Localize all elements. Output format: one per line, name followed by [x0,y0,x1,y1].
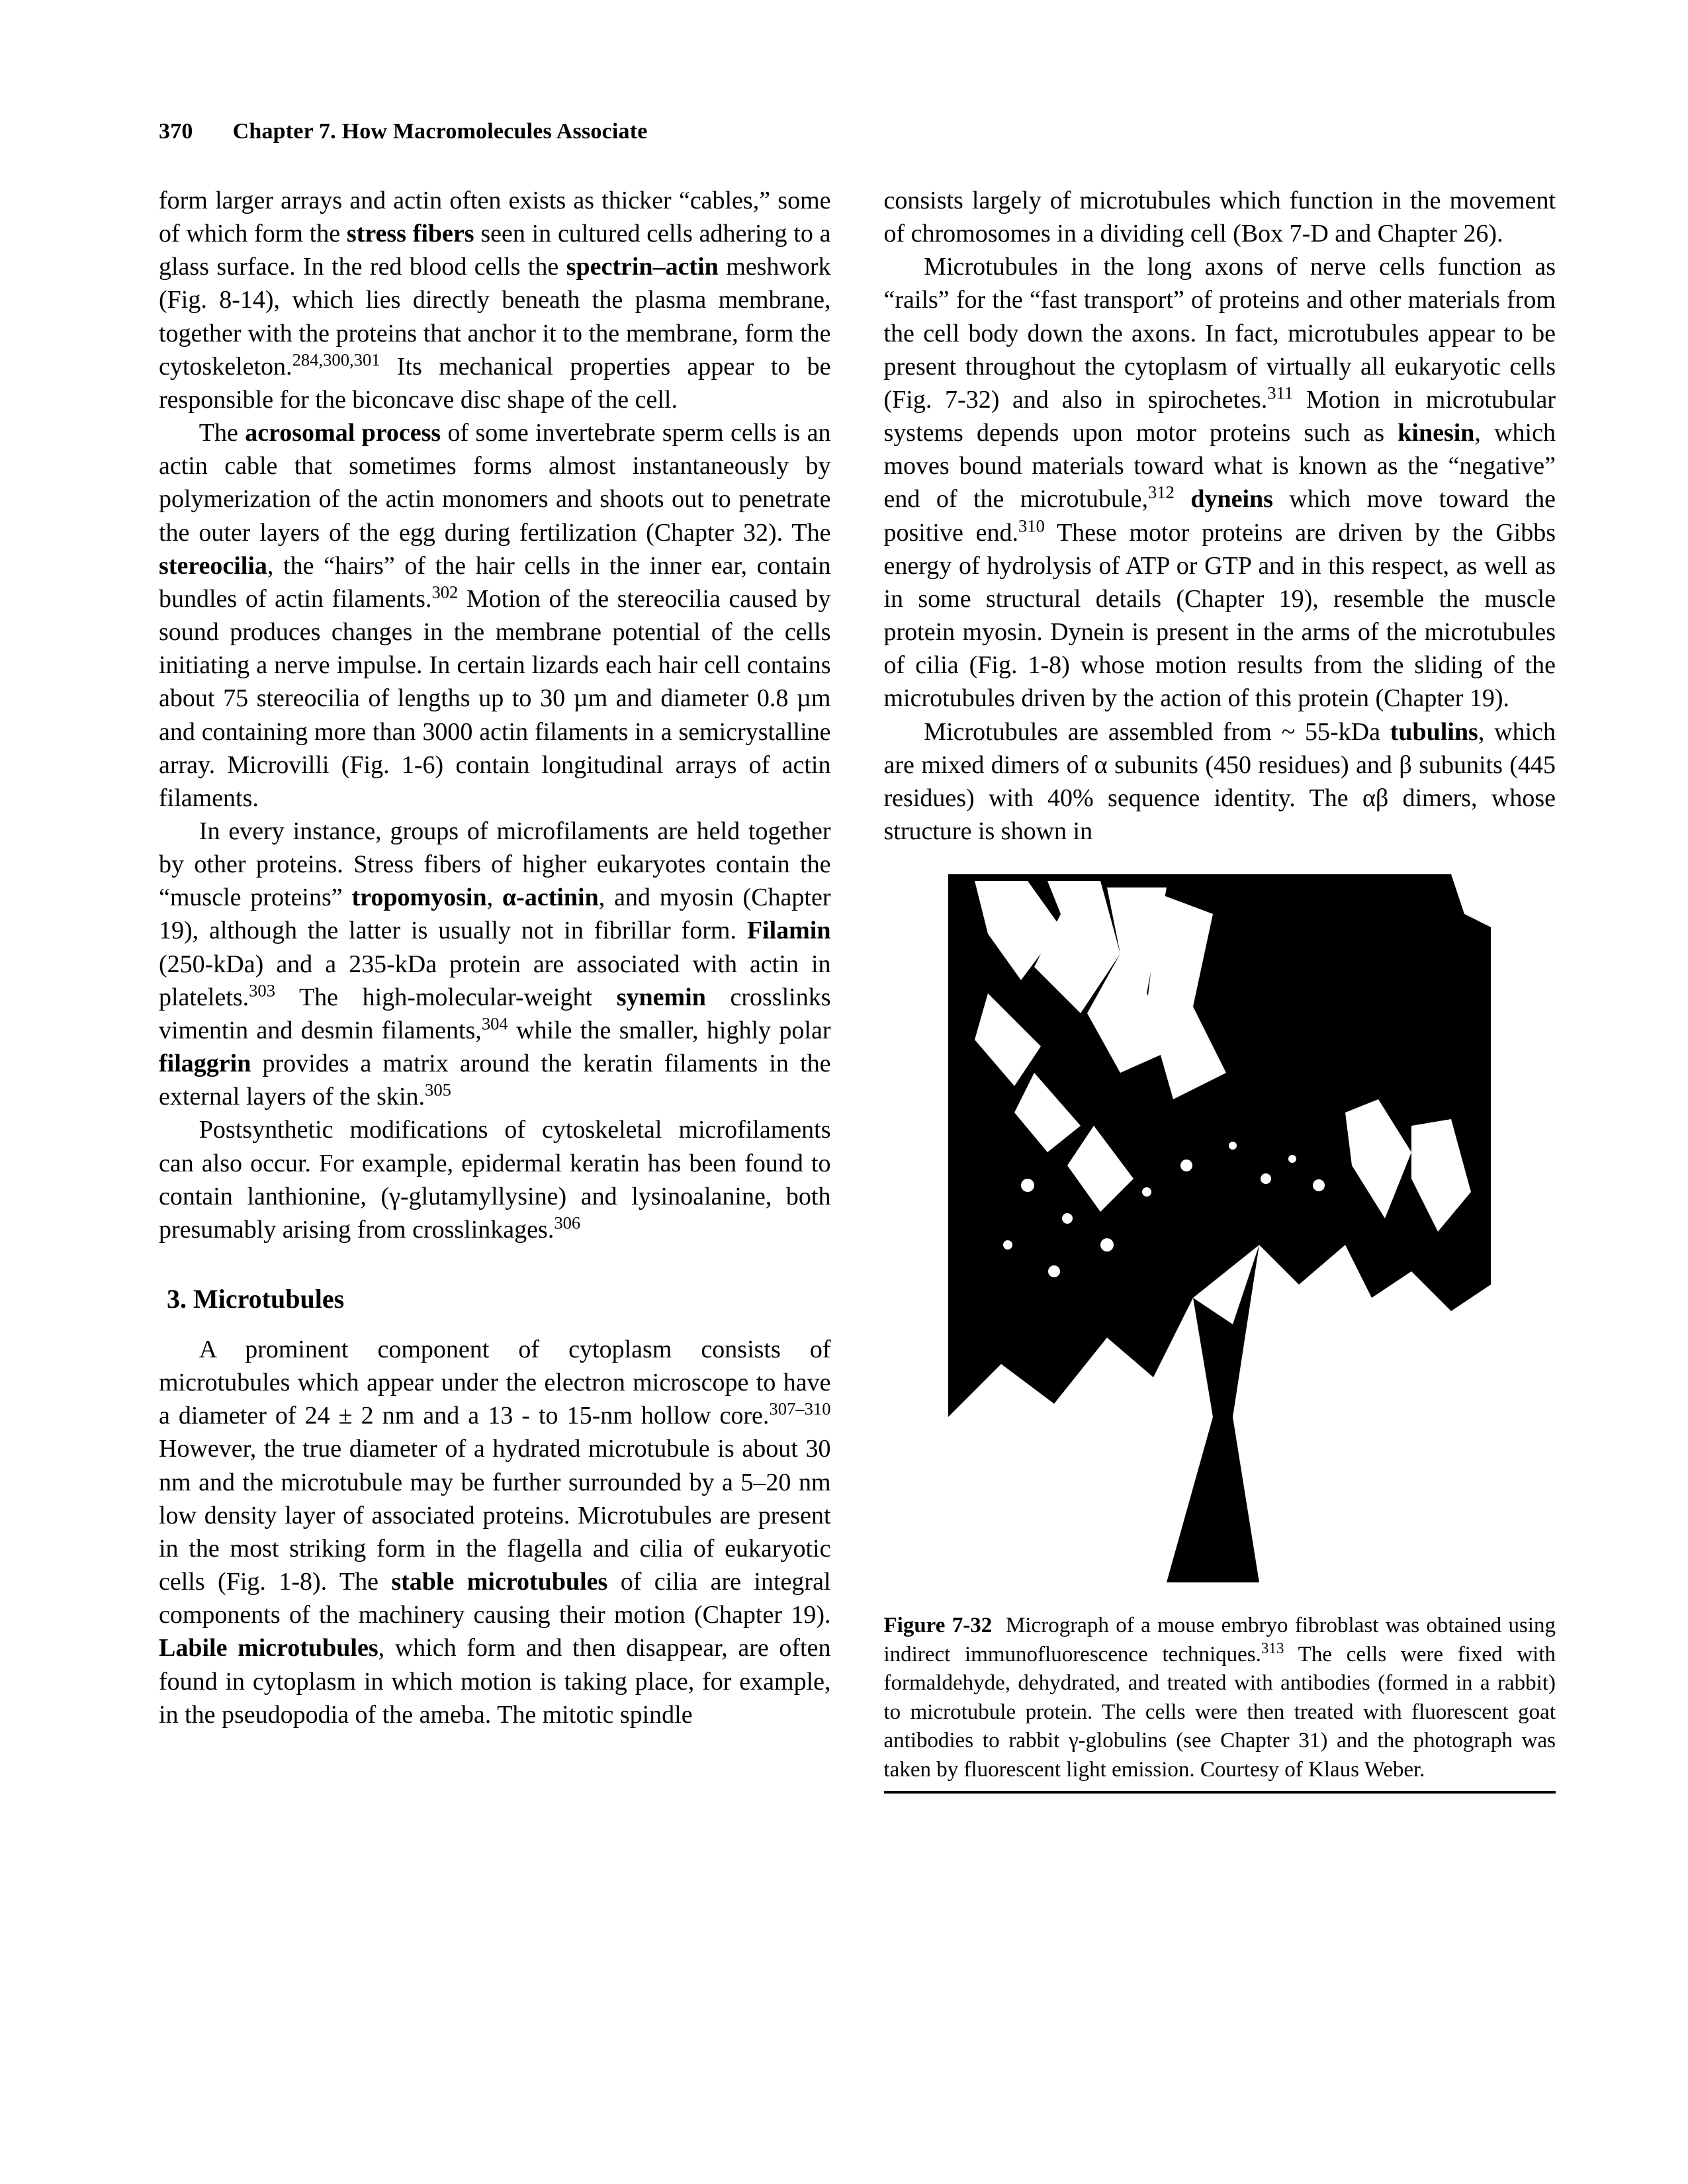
section-heading: 3. Microtubules [167,1283,831,1314]
figure-label: Figure 7-32 [884,1614,993,1637]
body-paragraph: The acrosomal process of some invertebra… [159,416,831,815]
chapter-title: Chapter 7. How Macromolecules Associate [233,119,648,144]
body-paragraph: Postsynthetic modifications of cytoskele… [159,1113,831,1246]
figure-caption: Figure 7-32 Micrograph of a mouse embryo… [884,1612,1556,1794]
left-column: form larger arrays and actin often exist… [159,184,831,1794]
textbook-page: 370 Chapter 7. How Macromolecules Associa… [0,0,1688,2184]
body-paragraph: Microtubules in the long axons of nerve … [884,250,1556,715]
two-column-body: form larger arrays and actin often exist… [159,184,1556,1794]
body-paragraph: Microtubules are assembled from ~ 55-kDa… [884,715,1556,848]
body-paragraph: A prominent component of cytoplasm consi… [159,1333,831,1731]
micrograph-image [948,874,1491,1582]
body-paragraph: In every instance, groups of microfilame… [159,815,831,1113]
body-paragraph: consists largely of microtubules which f… [884,184,1556,250]
running-header: 370 Chapter 7. How Macromolecules Associa… [159,119,1556,144]
figure-7-32: Figure 7-32 Micrograph of a mouse embryo… [884,874,1556,1794]
figure-caption-text: Micrograph of a mouse embryo fibroblast … [884,1614,1556,1782]
body-paragraph: form larger arrays and actin often exist… [159,184,831,416]
right-column: consists largely of microtubules which f… [884,184,1556,1794]
page-number: 370 [159,119,193,144]
